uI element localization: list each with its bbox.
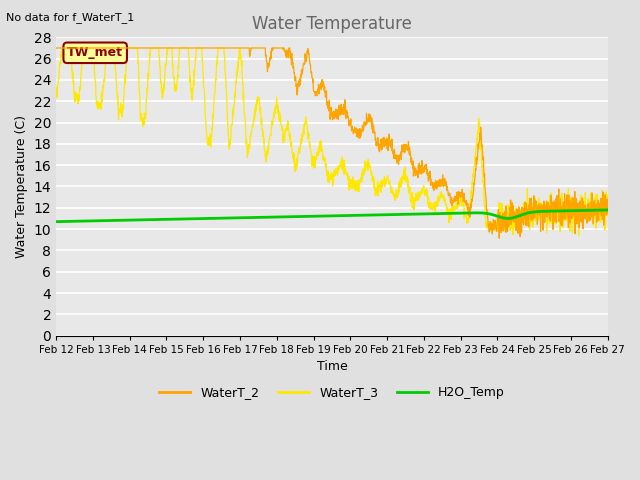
Title: Water Temperature: Water Temperature — [252, 15, 412, 33]
Y-axis label: Water Temperature (C): Water Temperature (C) — [15, 115, 28, 258]
X-axis label: Time: Time — [317, 360, 348, 373]
Legend: WaterT_2, WaterT_3, H2O_Temp: WaterT_2, WaterT_3, H2O_Temp — [154, 381, 510, 404]
Text: No data for f_WaterT_1: No data for f_WaterT_1 — [6, 12, 134, 23]
Text: TW_met: TW_met — [67, 46, 123, 60]
